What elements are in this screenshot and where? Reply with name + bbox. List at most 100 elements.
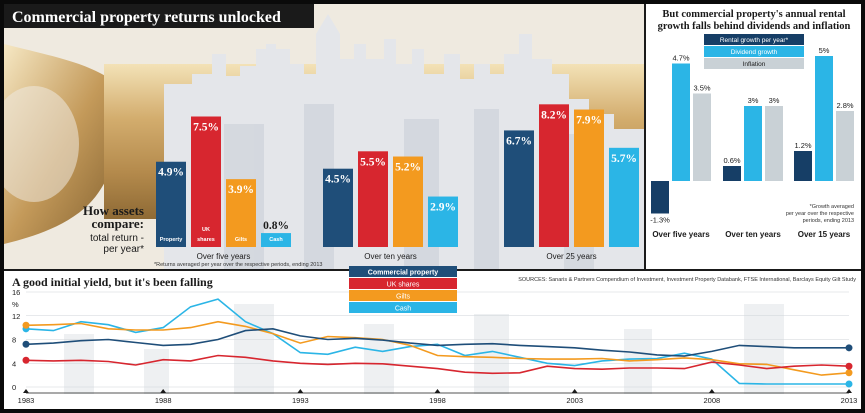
legend-label: Inflation	[743, 61, 766, 68]
rental-category-label: Over five years	[652, 230, 710, 239]
y-tick-label: 8	[12, 336, 16, 345]
rental-value-label: -1.3%	[650, 216, 670, 225]
bar-series-label: UK	[202, 227, 210, 233]
bar-series-label: Cash	[269, 237, 283, 243]
line-legend-label: Gilts	[396, 294, 411, 301]
legend-swatch	[704, 34, 804, 45]
bar-series-label: Property	[160, 237, 184, 243]
line-legend-swatch	[349, 290, 457, 301]
rental-bar	[723, 166, 741, 181]
bar-uk-shares	[358, 151, 388, 247]
y-tick-label: 12	[12, 312, 20, 321]
y-tick-label: 4	[12, 359, 16, 368]
line-legend-label: UK shares	[387, 282, 420, 289]
legend-label: Dividend growth	[731, 49, 778, 56]
bar-cash	[428, 196, 458, 247]
series-end-point	[845, 362, 853, 370]
x-tick-marker	[297, 389, 304, 393]
rental-value-label: 3%	[769, 96, 780, 105]
bar-value-label: 0.8%	[263, 220, 289, 232]
bar-value-label: 7.9%	[576, 115, 602, 127]
rental-bar	[651, 181, 669, 214]
rental-bar	[744, 106, 762, 181]
y-tick-label: 16	[12, 288, 20, 297]
rental-value-label: 3%	[748, 96, 759, 105]
series-end-point	[845, 380, 853, 388]
page-title: Commercial property returns unlocked	[12, 9, 281, 26]
rental-value-label: 5%	[819, 46, 830, 55]
compare-title: How assets compare:	[83, 203, 144, 231]
returns-footnote: *Returns averaged per year over the resp…	[154, 262, 322, 268]
x-tick-label: 1983	[18, 396, 35, 405]
category-label: Over 25 years	[546, 252, 596, 261]
compare-title-line2: compare:	[92, 216, 144, 231]
rental-value-label: 0.6%	[723, 156, 740, 165]
bar-series-label: shares	[197, 237, 215, 243]
x-tick-label: 1998	[429, 396, 446, 405]
bar-gilts	[226, 179, 256, 247]
line-legend-swatch	[349, 266, 457, 277]
infographic: Commercial property returns unlocked How…	[4, 4, 861, 409]
bar-value-label: 5.2%	[395, 162, 421, 174]
rental-bar	[794, 151, 812, 181]
line-legend-swatch	[349, 278, 457, 289]
rental-category-label: Over ten years	[725, 230, 781, 239]
bar-property	[156, 161, 186, 247]
series-end-point	[845, 344, 853, 352]
bar-uk-shares	[191, 116, 221, 247]
legend-swatch	[704, 58, 804, 69]
x-tick-marker	[23, 389, 29, 393]
returns-bar-chart: 4.9% Property 7.5% UK shares 3.9% Gilts 0.8% Cas…	[156, 104, 639, 261]
rental-value-label: 1.2%	[794, 141, 811, 150]
y-tick-label: 0	[12, 383, 16, 392]
bar-value-label: 5.5%	[360, 156, 386, 168]
sources-note: SOURCES: Sanaris & Partners Compendium o…	[518, 277, 856, 283]
bar-property	[323, 168, 353, 247]
rental-bar-chart: Rental growth per year* Dividend growth In…	[650, 34, 854, 239]
rental-bar	[765, 106, 783, 181]
bar-cash	[261, 233, 291, 247]
rental-category-label: Over 15 years	[798, 230, 851, 239]
series-start-point	[22, 356, 30, 364]
rental-bar	[815, 56, 833, 181]
bar-value-label: 3.9%	[228, 184, 254, 196]
bar-uk-shares	[539, 104, 569, 247]
line-legend-label: Commercial property	[368, 270, 439, 277]
infographic-canvas: Commercial property returns unlocked How…	[4, 4, 861, 405]
x-tick-marker	[708, 389, 715, 393]
y-axis-label: %	[12, 300, 19, 309]
x-tick-label: 1988	[155, 396, 172, 405]
x-tick-label: 2008	[703, 396, 720, 405]
bar-value-label: 8.2%	[541, 109, 567, 121]
rental-value-label: 3.5%	[693, 84, 710, 93]
rental-bar	[836, 111, 854, 181]
bar-property	[504, 130, 534, 247]
x-tick-marker	[434, 389, 441, 393]
series-line-commercial-property	[25, 327, 849, 357]
x-tick-marker	[160, 389, 167, 393]
legend-label: Rental growth per year*	[720, 37, 789, 44]
bar-value-label: 6.7%	[506, 135, 532, 147]
series-start-point	[22, 340, 30, 348]
title-banner	[4, 4, 314, 28]
line-legend-label: Cash	[395, 306, 411, 313]
legend-swatch	[704, 46, 804, 57]
x-tick-marker	[846, 389, 852, 393]
series-line-uk-shares	[25, 354, 850, 375]
bar-value-label: 7.5%	[193, 122, 219, 134]
x-tick-label: 2003	[566, 396, 583, 405]
category-label: Over five years	[197, 252, 251, 261]
x-tick-label: 2013	[841, 396, 858, 405]
bar-value-label: 4.5%	[325, 174, 351, 186]
skyline-background	[64, 304, 784, 394]
x-tick-marker	[571, 389, 578, 393]
category-label: Over ten years	[364, 252, 416, 261]
bar-series-label: Gilts	[235, 237, 247, 243]
series-end-point	[845, 369, 853, 377]
series-start-point	[22, 321, 30, 329]
yield-title: A good initial yield, but it's been fall…	[12, 275, 213, 289]
bar-value-label: 4.9%	[158, 167, 184, 179]
x-tick-label: 1993	[292, 396, 309, 405]
rental-value-label: 4.7%	[672, 54, 689, 63]
bar-value-label: 2.9%	[430, 202, 456, 214]
